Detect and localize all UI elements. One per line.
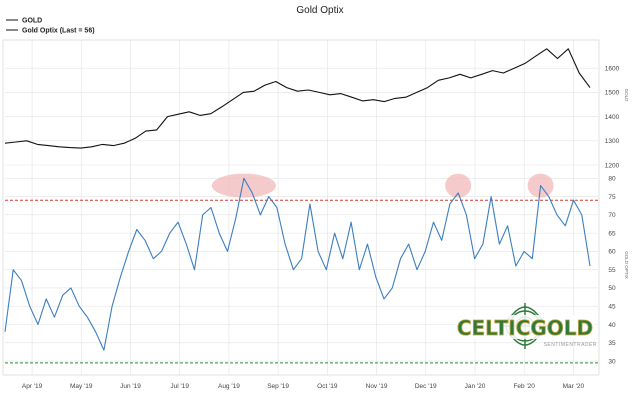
logo-text: CELTICGOLD: [457, 316, 593, 340]
x-tick-label: Mar '20: [563, 383, 585, 390]
lower-y-tick-label: 60: [608, 249, 616, 256]
x-tick-label: Jul '19: [170, 383, 189, 390]
x-tick-label: Nov '19: [366, 383, 388, 390]
gold-optix-series-line: [4, 177, 591, 351]
upper-y-ticks: 1200 1300 1400 1500 1600: [605, 66, 620, 170]
x-tick-label: Feb '20: [513, 383, 535, 390]
legend: GOLD Gold Optix (Last = 56): [6, 18, 95, 35]
lower-y-tick-label: 35: [608, 340, 616, 347]
lower-y-ticks: 30 35 40 45 50 55 60 65 70 75 80: [608, 176, 616, 366]
plot-frame: [2, 39, 600, 376]
logo-band: [455, 315, 595, 339]
upper-axis-title: GOLD: [624, 89, 629, 103]
lower-y-tick-label: 45: [608, 304, 616, 311]
x-tick-label: Jan '20: [465, 383, 486, 390]
upper-y-tick-label: 1200: [605, 162, 620, 169]
gold-series-line: [4, 48, 591, 149]
x-tick-label: Oct '19: [317, 383, 338, 390]
upper-y-tick-label: 1600: [605, 66, 620, 73]
x-tick-label: Jun '19: [120, 383, 141, 390]
x-ticks: Apr '19 May '19 Jun '19 Jul '19 Aug '19 Sep '…: [22, 383, 585, 390]
lower-y-tick-label: 55: [608, 267, 616, 274]
grid: [5, 40, 598, 375]
lower-y-tick-label: 30: [608, 358, 616, 365]
lower-y-tick-label: 40: [608, 322, 616, 329]
upper-y-tick-label: 1400: [605, 114, 620, 121]
watermark: SENTIMENTRADER: [544, 342, 597, 348]
x-tick-label: Apr '19: [22, 383, 43, 390]
lower-y-tick-label: 80: [608, 176, 616, 183]
lower-y-tick-label: 75: [608, 194, 616, 201]
x-tick-label: Dec '19: [415, 383, 437, 390]
lower-y-tick-label: 65: [608, 230, 616, 237]
x-tick-label: Aug '19: [218, 383, 240, 390]
overbought-highlight: [445, 173, 472, 198]
upper-y-tick-label: 1500: [605, 90, 620, 97]
reference-lines: [5, 199, 598, 364]
x-tick-label: Sep '19: [267, 383, 289, 390]
legend-label-gold: GOLD: [22, 18, 42, 25]
overbought-highlight: [211, 173, 276, 198]
x-tick-label: May '19: [70, 383, 93, 390]
lower-y-tick-label: 70: [608, 212, 616, 219]
upper-y-tick-label: 1300: [605, 138, 620, 145]
legend-label-optix: Gold Optix (Last = 56): [22, 28, 95, 35]
lower-y-tick-label: 50: [608, 285, 616, 292]
chart-title: Gold Optix: [296, 5, 343, 16]
series: [4, 48, 591, 351]
lower-axis-title: GOLD OPTIX: [624, 251, 629, 279]
celticgold-logo: CELTICGOLD: [455, 303, 595, 349]
